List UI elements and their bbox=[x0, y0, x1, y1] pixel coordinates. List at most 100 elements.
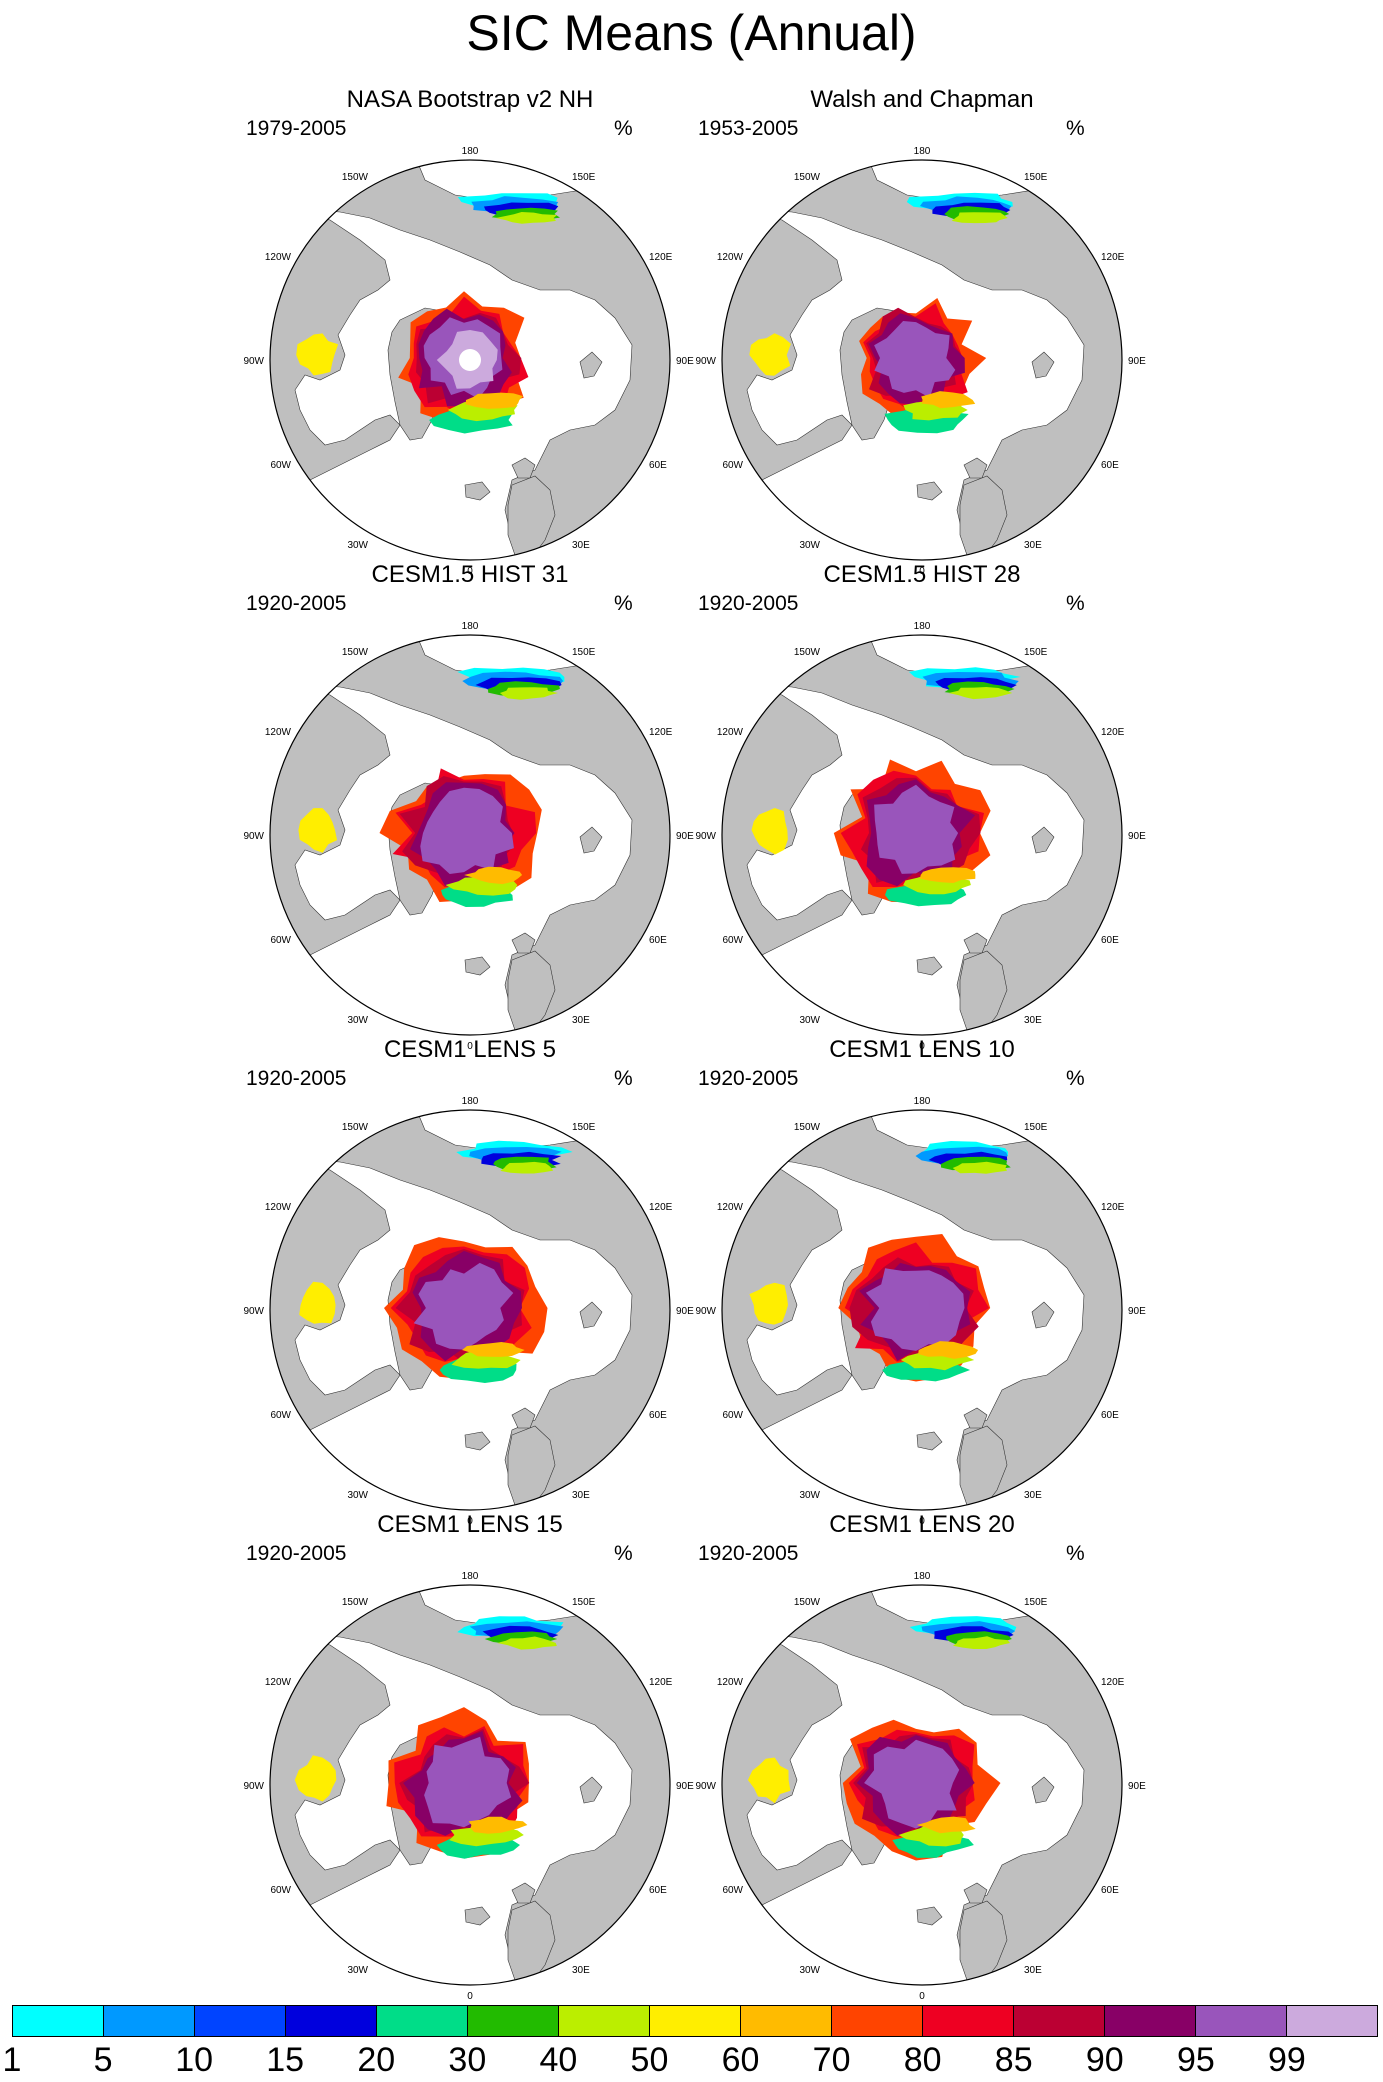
longitude-label: 180 bbox=[462, 1096, 479, 1107]
longitude-label: 150W bbox=[342, 172, 369, 183]
land-iceland bbox=[916, 1906, 943, 1926]
land-novaya-zemlya bbox=[1031, 826, 1055, 854]
map-border bbox=[269, 159, 671, 561]
land-novaya-zemlya bbox=[579, 826, 603, 854]
panel-title: NASA Bootstrap v2 NH bbox=[346, 86, 594, 113]
longitude-label: 180 bbox=[462, 146, 479, 157]
marginal-ice-band bbox=[465, 392, 523, 409]
longitude-label: 120W bbox=[717, 1677, 744, 1688]
colorbar-label: 99 bbox=[1268, 2041, 1306, 2079]
colorbar-label: 15 bbox=[266, 2041, 305, 2079]
longitude-label: 60E bbox=[1101, 935, 1119, 946]
longitude-label: 30W bbox=[347, 540, 368, 551]
panel-unit: % bbox=[1066, 117, 1085, 140]
longitude-label: 60W bbox=[722, 935, 743, 946]
map-panel: CESM1 LENS 5 1920-2005% 180 0 90W 90E 150W 150E… bbox=[243, 1036, 694, 1530]
marginal-ice-band bbox=[921, 391, 976, 409]
longitude-label: 90W bbox=[695, 1306, 716, 1317]
longitude-label: 120E bbox=[1101, 252, 1125, 263]
sea-ice-contour bbox=[874, 321, 956, 398]
panel-unit: % bbox=[614, 117, 633, 140]
map-border bbox=[269, 634, 671, 1036]
colorbar-labels: 1 5 10 15 20 30 40 50 60 70 80 85 90 95 99 bbox=[0, 2040, 1383, 2082]
colorbar-label: 90 bbox=[1085, 2041, 1124, 2079]
colorbar-label: 5 bbox=[93, 2041, 113, 2079]
colorbar-label: 95 bbox=[1176, 2041, 1215, 2079]
marginal-ice-band bbox=[747, 1757, 791, 1804]
longitude-label: 30W bbox=[799, 540, 820, 551]
longitude-label: 60W bbox=[270, 460, 291, 471]
longitude-label: 30E bbox=[572, 1015, 590, 1026]
colorbar-segment bbox=[1196, 2006, 1287, 2036]
marginal-ice-band bbox=[751, 808, 788, 855]
sea-ice-contour bbox=[865, 1268, 965, 1351]
longitude-label: 120E bbox=[649, 1202, 673, 1213]
longitude-label: 60E bbox=[649, 1410, 667, 1421]
longitude-label: 150W bbox=[794, 1122, 821, 1133]
longitude-label: 90E bbox=[676, 1781, 694, 1792]
land-novaya-zemlya bbox=[579, 351, 603, 379]
colorbar-segment bbox=[923, 2006, 1014, 2036]
longitude-label: 120W bbox=[265, 1202, 292, 1213]
panel-title: CESM1 LENS 20 bbox=[829, 1511, 1015, 1538]
land-svalbard bbox=[511, 457, 536, 479]
colorbar-segment bbox=[104, 2006, 195, 2036]
colorbar-label: 10 bbox=[175, 2041, 214, 2079]
land-scandinavia bbox=[507, 1425, 556, 1510]
land-novaya-zemlya bbox=[1031, 351, 1055, 379]
longitude-label: 120W bbox=[717, 727, 744, 738]
marginal-ice-band bbox=[497, 1636, 557, 1650]
longitude-label: 30E bbox=[1024, 1490, 1042, 1501]
main-title: SIC Means (Annual) bbox=[466, 5, 917, 61]
longitude-label: 90E bbox=[1128, 356, 1146, 367]
land-svalbard bbox=[963, 1882, 988, 1904]
panel-unit: % bbox=[1066, 1542, 1085, 1565]
colorbar-label: 60 bbox=[721, 2041, 760, 2079]
longitude-label: 30E bbox=[1024, 1015, 1042, 1026]
land-iceland bbox=[916, 1431, 943, 1451]
land-novaya-zemlya bbox=[1031, 1776, 1055, 1804]
marginal-ice-band bbox=[468, 1816, 528, 1834]
longitude-label: 150W bbox=[794, 1597, 821, 1608]
marginal-ice-band bbox=[495, 212, 557, 224]
land-svalbard bbox=[511, 1882, 536, 1904]
land-iceland bbox=[464, 956, 491, 976]
longitude-label: 150W bbox=[342, 1122, 369, 1133]
map-border bbox=[269, 1584, 671, 1986]
longitude-label: 120W bbox=[265, 727, 292, 738]
marginal-ice-band bbox=[953, 1636, 1010, 1649]
longitude-label: 90E bbox=[676, 1306, 694, 1317]
marginal-ice-band bbox=[749, 1282, 788, 1325]
map-border bbox=[721, 1109, 1123, 1511]
panel-period: 1920-2005 bbox=[698, 592, 799, 615]
map-panel: Walsh and Chapman 1953-2005% 180 0 90W 90E 150… bbox=[695, 86, 1146, 580]
polar-map: 180 0 90W 90E 150W 150E 120W 120E 60W 60E 30W 30E bbox=[695, 621, 1146, 1052]
marginal-ice-band bbox=[462, 1342, 525, 1357]
marginal-ice-band bbox=[464, 866, 523, 885]
marginal-ice-band bbox=[951, 212, 1008, 224]
panel-period: 1920-2005 bbox=[698, 1067, 799, 1090]
longitude-label: 60E bbox=[1101, 1410, 1119, 1421]
longitude-label: 150E bbox=[572, 172, 596, 183]
longitude-label: 120E bbox=[1101, 727, 1125, 738]
colorbar-segment bbox=[1014, 2006, 1105, 2036]
colorbar-label: 20 bbox=[357, 2041, 396, 2079]
longitude-label: 0 bbox=[919, 566, 925, 577]
longitude-label: 90E bbox=[1128, 1306, 1146, 1317]
colorbar bbox=[12, 2005, 1378, 2037]
colorbar-label: 30 bbox=[448, 2041, 487, 2079]
longitude-label: 150W bbox=[342, 1597, 369, 1608]
marginal-ice-band bbox=[294, 1755, 337, 1802]
longitude-label: 120E bbox=[1101, 1202, 1125, 1213]
longitude-label: 90W bbox=[243, 1781, 264, 1792]
longitude-label: 90W bbox=[243, 1306, 264, 1317]
panel-period: 1920-2005 bbox=[246, 592, 347, 615]
panel-unit: % bbox=[1066, 592, 1085, 615]
longitude-label: 0 bbox=[467, 1991, 473, 2002]
marginal-ice-band bbox=[952, 1161, 1007, 1174]
land-scandinavia bbox=[507, 1900, 556, 1985]
longitude-label: 0 bbox=[919, 1991, 925, 2002]
longitude-label: 60E bbox=[1101, 460, 1119, 471]
longitude-label: 90E bbox=[1128, 1781, 1146, 1792]
marginal-ice-band bbox=[916, 1816, 976, 1834]
